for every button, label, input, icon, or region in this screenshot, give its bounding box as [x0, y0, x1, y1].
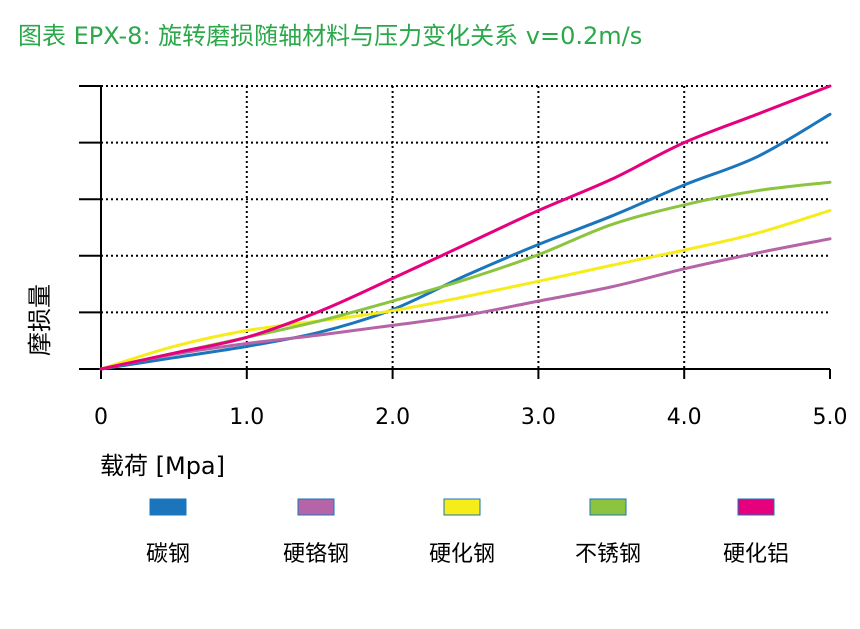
x-tick-label: 2.0 [375, 405, 410, 430]
x-axis-title: 载荷 [Mpa] [100, 452, 225, 480]
legend-swatch [443, 498, 481, 516]
y-axis-title: 摩损量 [26, 284, 54, 356]
x-tick-label: 0 [94, 405, 108, 430]
x-tick-label: 3.0 [521, 405, 556, 430]
series-lines [99, 84, 832, 371]
legend-swatch [149, 498, 187, 516]
x-tick-label: 5.0 [813, 405, 848, 430]
legend-label: 碳钢 [146, 542, 190, 567]
series-line-硬化钢 [99, 209, 832, 371]
legend-swatch [589, 498, 627, 516]
legend-label: 硬化钢 [429, 542, 495, 567]
chart-title: 图表 EPX-8: 旋转磨损随轴材料与压力变化关系 v=0.2m/s [18, 22, 643, 50]
legend-label: 硬铬钢 [283, 542, 349, 567]
series-line-硬化铝 [99, 84, 832, 371]
x-tick-label: 1.0 [229, 405, 264, 430]
legend-swatch [297, 498, 335, 516]
x-tick-label: 4.0 [667, 405, 702, 430]
axes [79, 85, 831, 379]
series-line-碳钢 [99, 112, 832, 371]
legend-swatch [737, 498, 775, 516]
legend-label: 硬化铝 [723, 542, 789, 567]
grid-lines [101, 85, 830, 369]
x-tick-labels: 0 1.0 2.0 3.0 4.0 5.0 [94, 405, 848, 430]
series-line-硬铬钢 [99, 237, 832, 371]
legend: 碳钢 硬铬钢 硬化钢 不锈钢 硬化铝 [146, 498, 789, 567]
legend-label: 不锈钢 [575, 542, 641, 567]
